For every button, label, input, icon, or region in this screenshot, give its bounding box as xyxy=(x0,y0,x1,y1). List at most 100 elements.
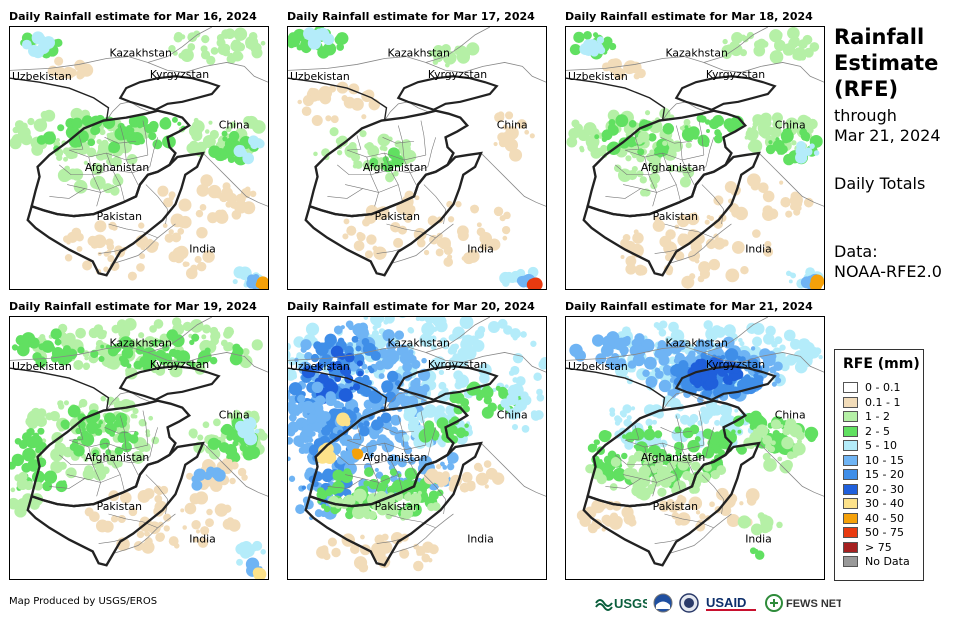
rainfall-area xyxy=(423,460,505,493)
map-credit: Map Produced by USGS/EROS xyxy=(9,596,158,607)
legend-swatch xyxy=(843,469,858,480)
country-label-kyrgyzstan: Kyrgyzstan xyxy=(706,358,765,371)
country-label-pakistan: Pakistan xyxy=(375,210,420,223)
rainfall-layer xyxy=(288,317,546,573)
country-label-uzbekistan: Uzbekistan xyxy=(290,360,350,373)
rainfall-area xyxy=(713,173,814,222)
legend-label: 1 - 2 xyxy=(865,410,890,423)
rainfall-area xyxy=(687,357,744,391)
country-label-kyrgyzstan: Kyrgyzstan xyxy=(150,68,209,81)
legend-label: 0 - 0.1 xyxy=(865,381,901,394)
noaa-logo xyxy=(653,593,673,613)
rainfall-area xyxy=(10,427,68,493)
title-line: (RFE) xyxy=(834,77,899,101)
country-borders xyxy=(10,317,268,567)
panel-title: Daily Rainfall estimate for Mar 21, 2024 xyxy=(565,300,813,313)
rainfall-area xyxy=(252,567,267,579)
country-label-china: China xyxy=(219,408,250,421)
panel-title: Daily Rainfall estimate for Mar 18, 2024 xyxy=(565,10,813,23)
rainfall-area xyxy=(21,31,56,59)
panel-mar18: Daily Rainfall estimate for Mar 18, 2024… xyxy=(565,10,827,292)
legend-label: > 75 xyxy=(865,540,892,554)
country-label-india: India xyxy=(467,533,494,546)
legend-swatch xyxy=(843,425,858,437)
rainfall-area xyxy=(233,135,265,165)
rainfall-area xyxy=(191,466,226,491)
rainfall-map: Kazakhstan Uzbekistan Kyrgyzstan China Afgha… xyxy=(565,26,825,290)
country-borders xyxy=(566,27,824,277)
legend-title: RFE (mm) xyxy=(843,356,920,372)
legend-swatch xyxy=(843,498,858,509)
country-label-kazakhstan: Kazakhstan xyxy=(665,47,727,60)
rainfall-area xyxy=(737,112,818,154)
rainfall-area xyxy=(297,81,380,126)
legend-label: 50 - 75 xyxy=(865,526,904,539)
country-label-kazakhstan: Kazakhstan xyxy=(387,337,449,350)
legend-label: 40 - 50 xyxy=(865,511,904,525)
legend-label: 15 - 20 xyxy=(865,468,904,481)
country-label-kazakhstan: Kazakhstan xyxy=(387,47,449,60)
legend-label: 30 - 40 xyxy=(865,497,904,510)
legend-label: No Data xyxy=(865,555,910,568)
rainfall-area xyxy=(126,115,186,150)
country-label-afghanistan: Afghanistan xyxy=(641,451,705,464)
rainfall-area xyxy=(500,383,545,433)
country-label-kyrgyzstan: Kyrgyzstan xyxy=(428,358,487,371)
rainfall-map: Kazakhstan Uzbekistan Kyrgyzstan China Afgha… xyxy=(287,26,547,290)
rainfall-area xyxy=(620,212,774,289)
panel-mar16: Daily Rainfall estimate for Mar 16, 2024… xyxy=(9,10,271,292)
country-labels: Kazakhstan Uzbekistan Kyrgyzstan China Afgha… xyxy=(568,337,806,546)
legend-swatch xyxy=(843,556,858,567)
usgs-logo: USGS xyxy=(595,593,647,613)
panel-title: Daily Rainfall estimate for Mar 20, 2024 xyxy=(287,300,535,313)
country-label-uzbekistan: Uzbekistan xyxy=(12,70,72,83)
country-labels: Kazakhstan Uzbekistan Kyrgyzstan China Afgha… xyxy=(290,47,528,256)
svg-text:FEWS NET: FEWS NET xyxy=(786,598,841,610)
rainfall-map: Kazakhstan Uzbekistan Kyrgyzstan China Afgha… xyxy=(565,316,825,580)
rainfall-area xyxy=(235,416,260,446)
rainfall-map: Kazakhstan Uzbekistan Kyrgyzstan China Afgha… xyxy=(9,26,269,290)
legend-swatch xyxy=(843,512,858,524)
country-borders xyxy=(10,27,268,277)
panel-title: Daily Rainfall estimate for Mar 19, 2024 xyxy=(9,300,257,313)
rainfall-area xyxy=(316,532,439,573)
through-label: through xyxy=(834,106,897,125)
partner-logos: USGS USAID FEWS NET xyxy=(595,591,847,615)
country-label-china: China xyxy=(775,408,806,421)
legend-item: 0.1 - 1 xyxy=(843,396,900,409)
rainfall-layer xyxy=(288,27,543,289)
country-label-kazakhstan: Kazakhstan xyxy=(109,337,171,350)
rainfall-area xyxy=(342,190,511,267)
rainfall-area xyxy=(526,277,543,289)
legend-label: 0.1 - 1 xyxy=(865,395,901,409)
country-label-kazakhstan: Kazakhstan xyxy=(665,337,727,350)
country-label-india: India xyxy=(189,243,216,256)
panel-title: Daily Rainfall estimate for Mar 17, 2024 xyxy=(287,10,535,23)
legend-swatch xyxy=(843,527,858,538)
rainfall-area xyxy=(795,140,820,164)
rainfall-area xyxy=(449,381,523,419)
country-label-pakistan: Pakistan xyxy=(97,210,142,223)
legend-swatch xyxy=(843,440,858,451)
fewsnet-logo: FEWS NET xyxy=(765,593,841,613)
country-labels: Kazakhstan Uzbekistan Kyrgyzstan China Afgha… xyxy=(12,47,250,256)
legend-item: 20 - 30 xyxy=(843,483,904,496)
rainfall-area xyxy=(315,442,337,464)
country-label-afghanistan: Afghanistan xyxy=(85,451,149,464)
country-label-afghanistan: Afghanistan xyxy=(363,161,427,174)
country-label-kyrgyzstan: Kyrgyzstan xyxy=(706,68,765,81)
title-line: Rainfall xyxy=(834,25,925,49)
legend-item: 30 - 40 xyxy=(843,497,904,510)
legend-swatch xyxy=(843,411,858,422)
country-label-india: India xyxy=(745,533,772,546)
rainfall-area xyxy=(11,328,85,368)
rainfall-area xyxy=(721,27,820,64)
country-borders xyxy=(566,317,824,567)
rainfall-area xyxy=(576,499,637,534)
country-label-uzbekistan: Uzbekistan xyxy=(568,70,628,83)
panel-mar19: Daily Rainfall estimate for Mar 19, 2024… xyxy=(9,300,271,582)
rainfall-map: Kazakhstan Uzbekistan Kyrgyzstan China Afgha… xyxy=(9,316,269,580)
rainfall-area xyxy=(749,547,765,560)
legend-item: 5 - 10 xyxy=(843,439,897,452)
legend-swatch xyxy=(843,454,858,466)
